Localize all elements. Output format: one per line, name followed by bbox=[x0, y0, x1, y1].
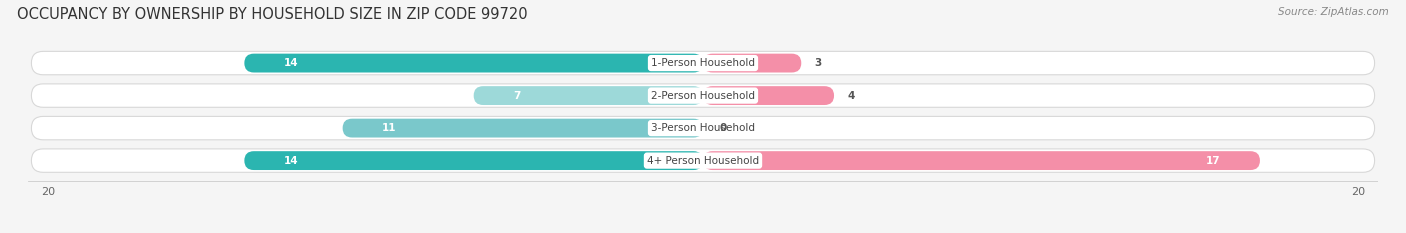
FancyBboxPatch shape bbox=[703, 86, 834, 105]
Text: 17: 17 bbox=[1206, 156, 1220, 166]
FancyBboxPatch shape bbox=[31, 149, 1375, 172]
FancyBboxPatch shape bbox=[245, 54, 703, 72]
Text: 3-Person Household: 3-Person Household bbox=[651, 123, 755, 133]
Text: 3: 3 bbox=[814, 58, 821, 68]
Text: 2-Person Household: 2-Person Household bbox=[651, 91, 755, 101]
Text: Source: ZipAtlas.com: Source: ZipAtlas.com bbox=[1278, 7, 1389, 17]
FancyBboxPatch shape bbox=[703, 151, 1260, 170]
FancyBboxPatch shape bbox=[31, 84, 1375, 107]
Text: 4: 4 bbox=[848, 91, 855, 101]
Legend: Owner-occupied, Renter-occupied: Owner-occupied, Renter-occupied bbox=[596, 231, 810, 233]
Text: 1-Person Household: 1-Person Household bbox=[651, 58, 755, 68]
Text: 14: 14 bbox=[284, 156, 298, 166]
FancyBboxPatch shape bbox=[703, 54, 801, 72]
Text: 14: 14 bbox=[284, 58, 298, 68]
Text: 7: 7 bbox=[513, 91, 520, 101]
FancyBboxPatch shape bbox=[31, 116, 1375, 140]
Text: 4+ Person Household: 4+ Person Household bbox=[647, 156, 759, 166]
FancyBboxPatch shape bbox=[474, 86, 703, 105]
Text: 11: 11 bbox=[382, 123, 396, 133]
Text: 0: 0 bbox=[720, 123, 727, 133]
FancyBboxPatch shape bbox=[31, 51, 1375, 75]
FancyBboxPatch shape bbox=[245, 151, 703, 170]
Text: OCCUPANCY BY OWNERSHIP BY HOUSEHOLD SIZE IN ZIP CODE 99720: OCCUPANCY BY OWNERSHIP BY HOUSEHOLD SIZE… bbox=[17, 7, 527, 22]
FancyBboxPatch shape bbox=[343, 119, 703, 137]
